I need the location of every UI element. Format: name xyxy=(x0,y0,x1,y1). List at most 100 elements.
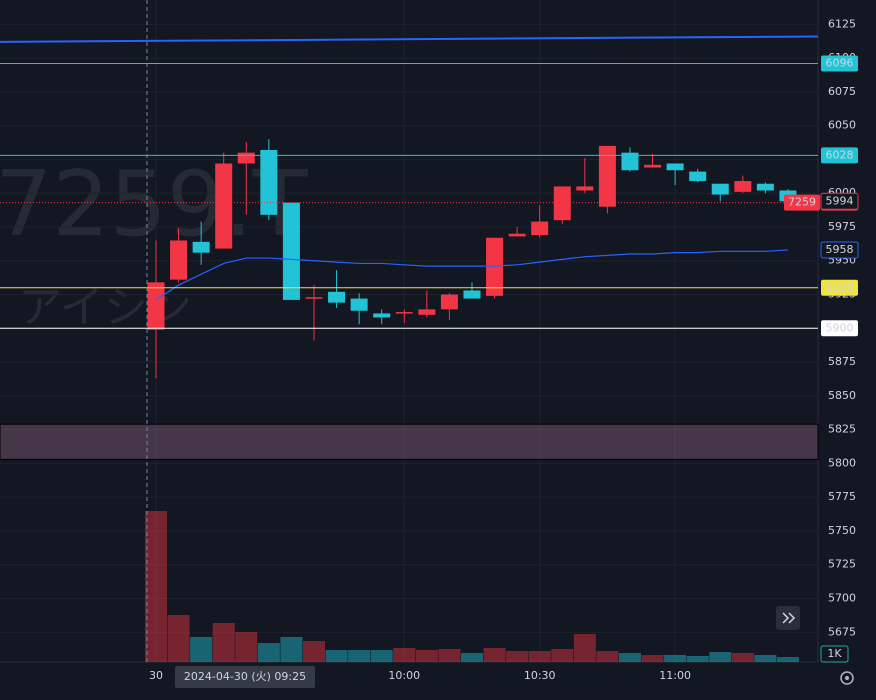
level-label: 6096 xyxy=(826,56,854,69)
symbol-label: 7259 xyxy=(788,196,816,209)
crosshair-label-bg xyxy=(175,666,315,688)
candle-body xyxy=(237,152,255,164)
y-tick-label: 5725 xyxy=(828,558,856,571)
watermark-symbol: 7259.T xyxy=(0,152,309,257)
level-label-bg xyxy=(821,55,858,72)
symbol-label-bg xyxy=(784,194,820,211)
volume-bar xyxy=(776,657,799,662)
level-label: 5930 xyxy=(826,281,854,294)
volume-bar xyxy=(641,655,664,662)
volume-bar xyxy=(257,643,280,662)
settings-icon-center[interactable] xyxy=(845,676,849,680)
volume-bar xyxy=(686,656,709,662)
zone xyxy=(0,423,819,460)
volume-bar xyxy=(483,648,506,662)
volume-bar xyxy=(438,649,461,662)
y-tick-label: 5800 xyxy=(828,456,856,469)
ma-line xyxy=(155,249,788,301)
y-tick-label: 6075 xyxy=(828,85,856,98)
level-label-bg xyxy=(821,320,858,337)
volume-unit-bg xyxy=(820,645,849,663)
candle-body xyxy=(147,282,165,330)
level-label: 5900 xyxy=(826,321,854,334)
candle-body xyxy=(463,290,481,299)
volume-bar xyxy=(212,623,235,662)
volume-bar xyxy=(573,634,596,662)
volume-bar xyxy=(551,649,574,662)
x-tick-label: 10:30 xyxy=(524,669,556,682)
candle-body xyxy=(282,202,300,300)
candle-body xyxy=(576,186,594,191)
volume-bar xyxy=(370,650,393,662)
volume-bar xyxy=(596,651,619,662)
volume-bar xyxy=(190,637,213,662)
watermark-name: アイシン xyxy=(18,282,192,333)
y-tick-label: 5775 xyxy=(828,490,856,503)
candle-body xyxy=(598,145,616,207)
marker-label: 5994 xyxy=(826,194,854,207)
candle-body xyxy=(170,240,188,280)
candle-body xyxy=(689,171,707,182)
volume-bar xyxy=(709,652,732,662)
volume-bar xyxy=(280,637,303,662)
level-label: 6028 xyxy=(826,148,854,161)
y-tick-label: 5700 xyxy=(828,592,856,605)
volume-bar xyxy=(664,655,687,662)
candle-body xyxy=(553,186,571,221)
candle-body xyxy=(486,237,504,296)
candle-body xyxy=(305,297,323,299)
candle-body xyxy=(373,313,391,318)
y-tick-label: 5750 xyxy=(828,524,856,537)
candle-body xyxy=(215,163,233,249)
ma-label-bg xyxy=(820,241,859,259)
y-tick-label: 6050 xyxy=(828,119,856,132)
y-tick-label: 5875 xyxy=(828,355,856,368)
volume-bar xyxy=(460,653,483,662)
x-tick-label: 30 xyxy=(149,669,163,682)
volume-bar xyxy=(415,650,438,662)
scroll-icon[interactable] xyxy=(782,612,796,624)
settings-icon[interactable] xyxy=(840,671,854,685)
candle-body xyxy=(440,294,458,310)
marker-label-bg xyxy=(820,192,859,210)
volume-bar xyxy=(235,632,258,662)
settings-button[interactable] xyxy=(840,671,854,685)
candle-body xyxy=(395,312,413,314)
candle-body xyxy=(666,163,684,171)
y-tick-label: 5825 xyxy=(828,423,856,436)
y-tick-label: 5675 xyxy=(828,625,856,638)
candle-body xyxy=(418,309,436,315)
scroll-button[interactable] xyxy=(776,606,800,630)
candle-body xyxy=(734,181,752,192)
candle-body xyxy=(711,183,729,195)
candle-body xyxy=(644,164,662,168)
candle-body xyxy=(350,298,368,311)
volume-bar xyxy=(302,641,325,662)
candle-body xyxy=(531,221,549,236)
candle-body xyxy=(192,241,210,253)
candle-body xyxy=(508,233,526,237)
volume-bar xyxy=(618,653,641,662)
upper-line xyxy=(0,35,819,43)
y-tick-label: 5975 xyxy=(828,220,856,233)
candle-body xyxy=(756,183,774,191)
volume-bar xyxy=(325,650,348,662)
volume-bar xyxy=(731,653,754,662)
y-tick-label: 6125 xyxy=(828,17,856,30)
candle-body xyxy=(260,149,278,215)
level-label-bg xyxy=(821,279,858,296)
crosshair-label: 2024-04-30 (火) 09:25 xyxy=(184,670,306,683)
candle-body xyxy=(328,291,346,303)
x-tick-label: 11:00 xyxy=(659,669,691,682)
volume-bar xyxy=(348,650,371,662)
volume-bar xyxy=(167,615,190,662)
candle-body xyxy=(621,152,639,171)
volume-bar xyxy=(528,651,551,662)
volume-bar xyxy=(506,651,529,662)
ma-label: 5958 xyxy=(826,243,854,256)
x-tick-label: 10:00 xyxy=(388,669,420,682)
volume-bar xyxy=(754,655,777,662)
y-tick-label: 5850 xyxy=(828,389,856,402)
